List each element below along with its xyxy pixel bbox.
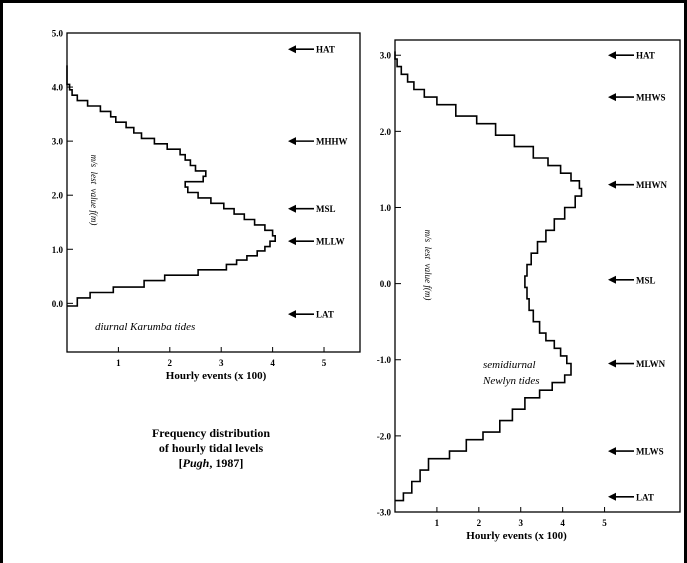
frequency-profile-line [394, 51, 583, 502]
y-tick-label: 0.0 [52, 299, 64, 309]
y-tick-label: 5.0 [52, 29, 64, 39]
panel-annotation-line: Newlyn tides [482, 375, 540, 387]
x-tick-label: 5 [602, 518, 607, 528]
y-tick-label: 2.0 [380, 127, 392, 137]
x-tick-label: 4 [560, 518, 565, 528]
level-arrow-head [608, 359, 616, 368]
level-arrow-head [288, 310, 296, 319]
x-tick-label: 2 [168, 358, 173, 368]
level-arrow-head [608, 447, 616, 456]
level-label: MSL [636, 275, 656, 285]
plot-frame [66, 32, 361, 353]
y-tick-label: -2.0 [377, 431, 392, 441]
y-tick-label: 4.0 [52, 83, 64, 93]
panel-annotation-line: semidiurnal [483, 359, 536, 371]
level-label: LAT [636, 492, 654, 502]
level-arrow-head [608, 180, 616, 189]
y-tick-label: -3.0 [377, 508, 392, 518]
x-tick-label: 2 [477, 518, 482, 528]
frequency-profile-line [66, 65, 276, 307]
level-arrow-head [608, 93, 616, 102]
x-tick-label: 1 [435, 518, 440, 528]
level-arrow-head [288, 204, 296, 213]
panel-annotation: diurnal Karumba tides [95, 321, 195, 333]
figure-caption: Frequency distribution of hourly tidal l… [136, 426, 286, 471]
level-arrow-head [288, 45, 296, 54]
level-label: MLWN [636, 359, 666, 369]
caption-line-2: of hourly tidal levels [158, 441, 264, 455]
caption-bracket-open: [ [178, 456, 183, 470]
level-label: MHWN [636, 180, 667, 190]
level-arrow-head [608, 275, 616, 284]
y-tick-label: 3.0 [52, 137, 64, 147]
level-label: HAT [636, 51, 655, 61]
level-arrow-head [288, 237, 296, 246]
plot-frame [394, 39, 681, 513]
level-label: MLLW [316, 237, 345, 247]
panel-right: -3.0 -2.0 -1.0 0.0 1.0 2.0 3.0 1 2 3 4 5 Hourly even… [377, 39, 681, 542]
level-label: HAT [316, 45, 335, 55]
y-tick-label: 0.0 [380, 279, 392, 289]
level-arrow-head [608, 51, 616, 60]
x-axis-label: Hourly events (x 100) [466, 530, 567, 542]
level-arrow-head [288, 137, 296, 146]
y-tick-label: 3.0 [380, 51, 392, 61]
level-label: MLWS [636, 447, 664, 457]
x-tick-label: 5 [322, 358, 327, 368]
y-axis-label: m/s lest value f(m) [423, 230, 433, 301]
y-tick-label: 2.0 [52, 191, 64, 201]
x-tick-label: 1 [116, 358, 121, 368]
y-tick-label: 1.0 [380, 203, 392, 213]
x-tick-label: 4 [270, 358, 275, 368]
panel-left: 0.0 1.0 2.0 3.0 4.0 5.0 1 2 3 4 5 Hourly events (x … [52, 29, 361, 382]
x-axis-label: Hourly events (x 100) [166, 370, 267, 382]
level-label: MHWS [636, 93, 666, 103]
level-label: MHHW [316, 137, 348, 147]
caption-citation-year: , 1987] [209, 456, 244, 470]
x-tick-label: 3 [518, 518, 523, 528]
y-tick-label: 1.0 [52, 245, 64, 255]
level-arrow-head [608, 492, 616, 501]
caption-author: Pugh [182, 456, 210, 470]
x-tick-label: 3 [219, 358, 224, 368]
caption-line-1: Frequency distribution [151, 426, 271, 440]
level-label: LAT [316, 310, 334, 320]
caption-line-3: [Pugh, 1987] [136, 456, 286, 471]
y-axis-label: m/s lest value f(m) [89, 155, 99, 226]
y-tick-label: -1.0 [377, 355, 392, 365]
level-label: MSL [316, 204, 336, 214]
